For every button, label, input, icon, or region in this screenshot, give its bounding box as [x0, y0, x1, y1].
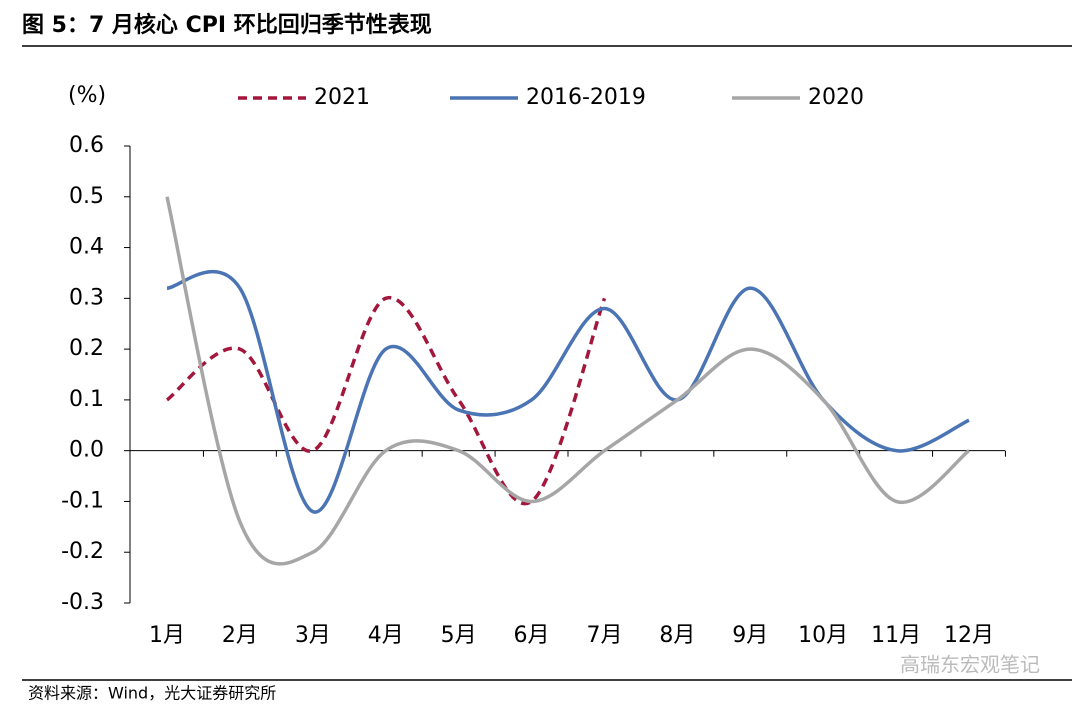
- y-tick-label: 0.2: [69, 336, 104, 361]
- y-tick-label: 0.1: [69, 387, 104, 412]
- x-tick-label: 10月: [798, 623, 848, 648]
- x-tick-label: 7月: [586, 623, 622, 648]
- x-tick-label: 11月: [871, 623, 921, 648]
- y-tick-label: -0.1: [61, 488, 104, 513]
- watermark: 高瑞东宏观笔记: [900, 653, 1040, 677]
- series-line: [166, 269, 970, 514]
- x-tick-label: 9月: [732, 623, 768, 648]
- y-tick-label: 0.0: [69, 438, 104, 463]
- y-tick-label: -0.2: [61, 539, 104, 564]
- y-tick-label: 0.6: [69, 133, 104, 158]
- x-tick-label: 3月: [295, 623, 331, 648]
- x-tick-label: 12月: [944, 623, 994, 648]
- y-tick-label: 0.4: [69, 235, 104, 260]
- y-axis-label: (%): [68, 83, 106, 108]
- x-tick-label: 6月: [514, 623, 550, 648]
- x-tick-label: 8月: [659, 623, 695, 648]
- x-tick-label: 2月: [222, 623, 258, 648]
- legend-label: 2016-2019: [526, 85, 646, 110]
- y-tick-label: -0.3: [61, 590, 104, 615]
- source: 资料来源：Wind，光大证券研究所: [28, 684, 276, 703]
- series-line: [165, 196, 971, 566]
- y-tick-label: 0.5: [69, 184, 104, 209]
- legend-label: 2020: [808, 85, 864, 110]
- x-tick-label: 4月: [368, 623, 404, 648]
- x-tick-label: 1月: [149, 623, 185, 648]
- series-line: [165, 296, 607, 506]
- chart-title: 图 5：7 月核心 CPI 环比回归季节性表现: [22, 12, 432, 38]
- x-tick-label: 5月: [441, 623, 477, 648]
- legend-label: 2021: [314, 85, 370, 110]
- y-tick-label: 0.3: [69, 285, 104, 310]
